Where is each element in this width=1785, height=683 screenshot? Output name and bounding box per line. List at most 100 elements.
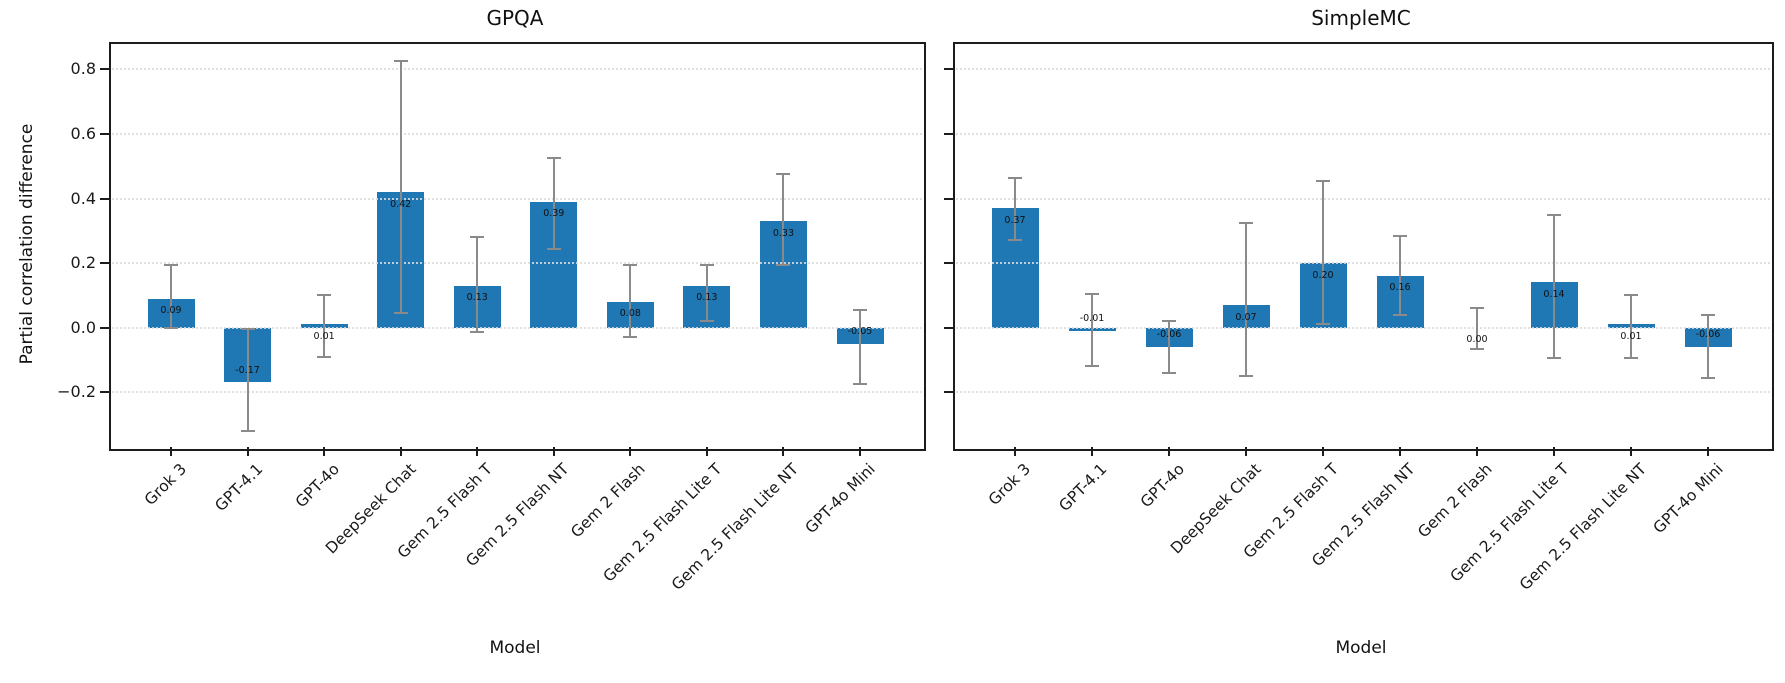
- bar-value-label: -0.17: [235, 364, 260, 376]
- error-bar-cap-bottom: [393, 312, 408, 315]
- x-tick: [323, 447, 326, 456]
- error-bar-cap-top: [164, 263, 178, 266]
- y-tick-label: 0.0: [70, 317, 96, 337]
- error-bar-cap-top: [546, 157, 561, 160]
- x-tick: [170, 447, 172, 456]
- error-bar-line: [552, 158, 555, 249]
- x-tick: [552, 447, 555, 456]
- error-bar-cap-bottom: [1624, 357, 1638, 360]
- x-tick: [1168, 447, 1170, 456]
- error-bar-line: [1630, 295, 1632, 359]
- error-bar-line: [1707, 314, 1709, 378]
- y-tick-label: 0.2: [70, 253, 96, 273]
- error-bar-line: [629, 264, 632, 338]
- error-bar-line: [1168, 321, 1170, 373]
- error-bar-cap-top: [1085, 292, 1099, 295]
- error-bar-cap-top: [699, 263, 714, 266]
- error-bar-line: [170, 264, 172, 328]
- x-tick: [476, 447, 479, 456]
- gridline: [109, 391, 922, 394]
- y-tick: [100, 326, 109, 329]
- y-tick-label: −0.2: [57, 382, 96, 402]
- y-tick: [944, 391, 953, 394]
- bar-value-label: 0.37: [1004, 214, 1026, 226]
- plot-area-simplemc: [953, 42, 1774, 451]
- error-bar-cap-bottom: [1162, 371, 1176, 374]
- gridline: [953, 262, 1770, 265]
- y-tick: [944, 132, 953, 135]
- x-tick: [1399, 447, 1401, 456]
- y-tick: [944, 326, 953, 329]
- x-axis-label-gpqa: Model: [489, 638, 541, 658]
- x-tick-label-text: GPT-4o Mini: [801, 460, 879, 538]
- error-bar-line: [1322, 180, 1324, 325]
- error-bar-cap-top: [1393, 234, 1407, 237]
- y-tick-label: 0.8: [70, 59, 96, 79]
- x-tick: [1014, 447, 1016, 456]
- error-bar-line: [1245, 222, 1247, 376]
- x-tick-label-text: Grok 3: [984, 460, 1034, 510]
- gridline: [953, 132, 1770, 135]
- y-tick: [944, 68, 953, 71]
- bar-value-label: 0.33: [772, 227, 795, 239]
- x-tick: [629, 447, 632, 456]
- error-bar-cap-bottom: [776, 263, 791, 266]
- bar-value-label: -0.01: [1079, 313, 1105, 325]
- x-tick: [782, 447, 785, 456]
- error-bar-cap-bottom: [240, 429, 255, 432]
- x-tick: [705, 447, 708, 456]
- gridline: [109, 197, 922, 200]
- y-tick-label: 0.6: [70, 123, 96, 143]
- y-tick: [100, 391, 109, 394]
- y-tick: [100, 132, 109, 135]
- y-tick: [944, 262, 953, 265]
- error-bar-line: [1553, 214, 1555, 359]
- error-bar-line: [323, 295, 326, 357]
- x-tick-label-text: GPT-4o Mini: [1649, 460, 1727, 538]
- error-bar-cap-top: [1239, 221, 1253, 224]
- error-bar-cap-bottom: [317, 355, 332, 358]
- x-tick: [1091, 447, 1093, 456]
- x-axis-label-simplemc: Model: [1335, 638, 1387, 658]
- error-bar-cap-bottom: [1393, 313, 1407, 316]
- error-bar-cap-bottom: [1316, 323, 1330, 326]
- error-bar-cap-bottom: [1239, 375, 1253, 377]
- x-tick: [1245, 447, 1247, 456]
- bar-value-label: 0.13: [696, 292, 718, 304]
- error-bar-cap-bottom: [164, 326, 178, 329]
- x-tick: [1707, 447, 1709, 456]
- y-tick: [944, 197, 953, 200]
- error-bar-cap-bottom: [853, 383, 867, 386]
- error-bar-line: [476, 237, 479, 333]
- bar-value-label: 0.01: [313, 330, 335, 342]
- error-bar-line: [1091, 293, 1093, 367]
- error-bar-line: [1014, 177, 1016, 241]
- error-bar-cap-bottom: [1008, 239, 1022, 242]
- bar-value-label: 0.14: [1543, 288, 1565, 300]
- error-bar-line: [399, 61, 402, 314]
- x-tick-label-text: Gem 2.5 Flash Lite NT: [668, 460, 803, 594]
- x-tick-label-text: GPT-4.1: [1055, 460, 1111, 515]
- error-bar-cap-top: [1316, 179, 1330, 182]
- gridline: [953, 326, 1770, 329]
- x-tick-label-text: Gem 2.5 Flash Lite NT: [1515, 460, 1650, 594]
- error-bar-cap-bottom: [1547, 357, 1561, 360]
- bar-value-label: 0.20: [1312, 269, 1334, 281]
- bar-value-label: 0.07: [1235, 311, 1257, 323]
- x-tick-label-text: Grok 3: [140, 460, 190, 510]
- bar-value-label: 0.08: [619, 308, 641, 320]
- error-bar-cap-top: [623, 263, 638, 266]
- error-bar-line: [1476, 308, 1478, 349]
- error-bar-line: [705, 264, 708, 322]
- x-tick-label-text: Gem 2 Flash: [567, 460, 650, 542]
- error-bar-cap-bottom: [623, 336, 638, 339]
- error-bar-cap-top: [1162, 320, 1176, 323]
- error-bar-line: [246, 329, 249, 431]
- x-tick: [399, 447, 402, 456]
- gridline: [953, 391, 1770, 394]
- x-tick: [1476, 447, 1478, 456]
- error-bar-cap-top: [240, 328, 255, 331]
- error-bar-line: [1399, 235, 1401, 315]
- error-bar-cap-top: [393, 60, 408, 63]
- gridline: [109, 326, 922, 329]
